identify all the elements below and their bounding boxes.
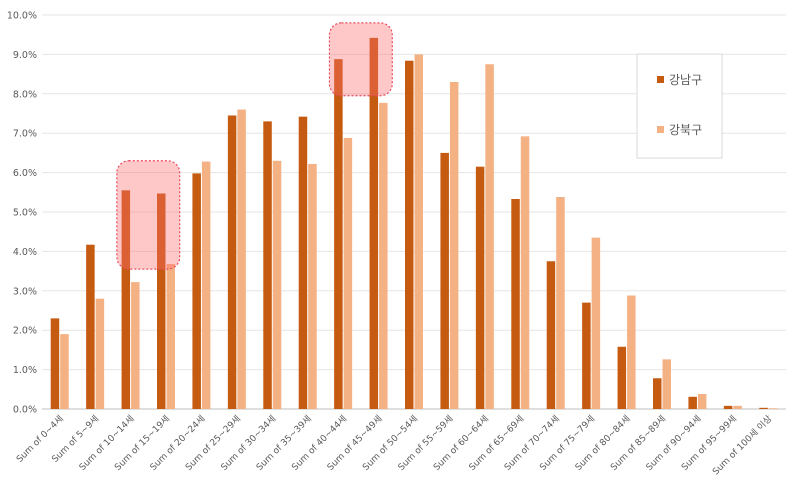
bar-series-2 [343, 137, 353, 410]
legend-label-series-1: 강남구 [669, 73, 702, 87]
bar-series-2 [131, 282, 140, 409]
bar-series-2 [697, 394, 707, 409]
bar-series-1 [723, 405, 733, 409]
y-tick-label: 6.0% [13, 168, 37, 179]
y-tick-label: 8.0% [13, 89, 37, 100]
bar-series-1 [50, 318, 60, 409]
legend-label-series-2: 강북구 [669, 123, 702, 137]
y-tick-label: 7.0% [13, 129, 37, 140]
bar-series-1 [511, 198, 520, 409]
bar-series-2 [201, 161, 211, 409]
bar-series-1 [369, 37, 379, 410]
y-tick-label: 0.0% [13, 405, 37, 416]
bar-series-1 [121, 190, 131, 409]
legend: 강남구 강북구 [636, 53, 723, 159]
x-tick-label: Sum of 100세 이상 [710, 413, 774, 477]
bar-series-1 [653, 378, 662, 409]
bar-series-1 [759, 407, 768, 409]
y-tick-label: 1.0% [13, 365, 37, 376]
bar-series-1 [86, 244, 95, 409]
bar-series-1 [688, 396, 697, 409]
bar-series-2 [591, 237, 601, 409]
bar-series-1 [617, 346, 627, 409]
bar-series-1 [192, 173, 201, 409]
bar-series-2 [556, 197, 565, 409]
bar-series-1 [157, 193, 166, 409]
legend-swatch-series-2 [657, 126, 664, 133]
bar-series-2 [166, 264, 175, 409]
bar-series-1 [263, 121, 272, 409]
highlight-box [116, 160, 181, 270]
bar-series-1 [227, 115, 237, 409]
bar-series-2 [379, 102, 388, 409]
bar-series-1 [475, 166, 485, 409]
y-tick-label: 4.0% [13, 247, 37, 258]
y-tick-label: 2.0% [13, 326, 37, 337]
bar-series-2 [627, 295, 636, 409]
highlight-box [328, 22, 393, 97]
y-tick-label: 9.0% [13, 50, 37, 61]
y-tick-label: 5.0% [13, 208, 37, 219]
bar-series-2 [414, 54, 423, 410]
bar-series-2 [768, 408, 778, 409]
legend-swatch-series-1 [657, 76, 664, 83]
bar-series-2 [308, 163, 317, 409]
bar-series-1 [546, 261, 556, 409]
bar-series-2 [60, 334, 69, 409]
bar-series-2 [272, 160, 282, 409]
bar-series-2 [95, 298, 105, 409]
bar-series-2 [662, 359, 671, 409]
legend-box [636, 53, 723, 159]
bar-series-1 [334, 59, 343, 410]
y-tick-label: 10.0% [7, 11, 37, 22]
bars [50, 37, 778, 410]
bar-series-1 [405, 60, 414, 409]
y-axis: 0.0% 1.0% 2.0% 3.0% 4.0% 5.0% 6.0% 7.0% 8.0% 9.0%… [7, 11, 37, 416]
bar-series-2 [520, 136, 530, 410]
bar-series-2 [449, 81, 459, 409]
bar-series-2 [485, 64, 494, 409]
highlight-boxes [116, 22, 393, 270]
bar-series-1 [440, 152, 449, 409]
bar-series-2 [237, 109, 246, 409]
bar-series-1 [298, 116, 308, 409]
bar-series-1 [582, 302, 591, 409]
y-tick-label: 3.0% [13, 286, 37, 297]
bar-series-2 [733, 405, 742, 409]
